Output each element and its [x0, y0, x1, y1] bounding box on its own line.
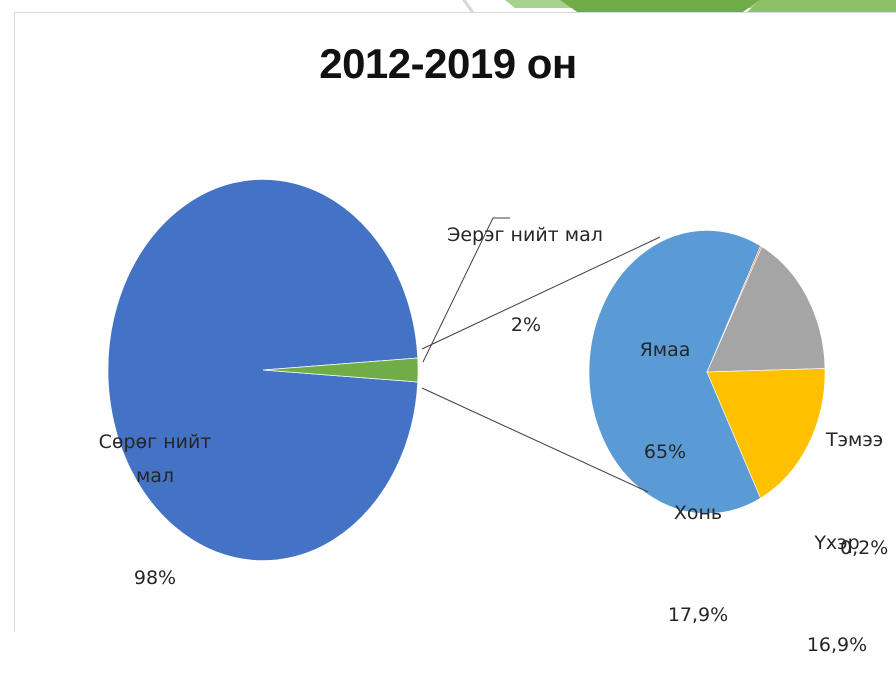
pie-slice-khon	[706, 368, 826, 499]
label-value-khon: 17,9%	[667, 604, 729, 626]
label-value-eereg: 2%	[510, 314, 542, 336]
decor-green-dark	[560, 0, 760, 14]
pie-slice-eereg	[262, 357, 419, 383]
label-value-ukher: 16,9%	[806, 634, 868, 656]
decor-green-mid	[745, 0, 896, 14]
label-value-yamaa: 65%	[643, 441, 687, 463]
data-label-ukher: Үхэр 16,9%	[792, 458, 882, 696]
label-value-sorog: 98%	[133, 567, 177, 589]
label-name-eereg: Эерэг нийт мал	[447, 224, 603, 246]
label-name-yamaa: Ямаа	[639, 339, 691, 361]
label-name-temee: Тэмээ	[826, 429, 884, 451]
pie-slice-ukher	[706, 246, 826, 373]
label-name-khon: Хонь	[673, 502, 723, 524]
pie-slice-yamaa	[588, 230, 761, 514]
pie-of-pie-chart	[107, 179, 826, 561]
decorative-header-bar	[462, 0, 896, 20]
data-label-khon: Хонь 17,9%	[648, 428, 748, 666]
connector-line-bottom	[421, 387, 649, 493]
label-value-temee: 0,2%	[840, 537, 889, 559]
chart-title: 2012-2019 он	[319, 40, 577, 87]
main-pie	[107, 179, 419, 561]
pie-slice-sorog	[107, 179, 419, 561]
connector-line-top	[421, 236, 661, 350]
data-label-sorog: Сөрөг нийт мал 98%	[96, 357, 214, 629]
leader-line-eereg	[422, 217, 510, 363]
label-name-ukher: Үхэр	[814, 532, 860, 554]
data-label-yamaa: Ямаа 65%	[625, 265, 705, 503]
secondary-pie	[588, 230, 826, 514]
data-label-eereg: Эерэг нийт мал 2%	[430, 160, 620, 370]
label-name-sorog: Сөрөг нийт мал	[98, 431, 212, 487]
data-label-temee: Тэмээ 0,2%	[826, 350, 896, 602]
